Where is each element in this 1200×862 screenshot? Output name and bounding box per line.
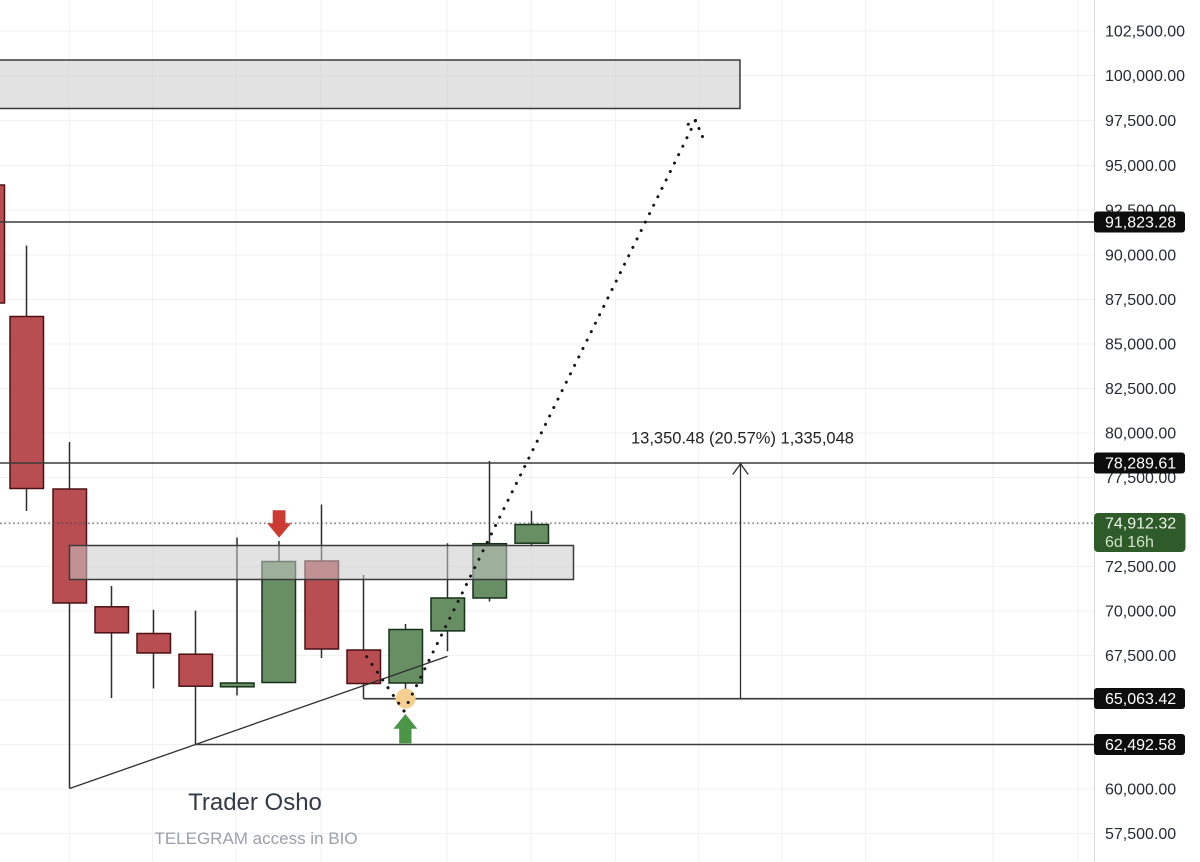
svg-text:62,492.58: 62,492.58 [1105, 737, 1176, 754]
svg-text:97,500.00: 97,500.00 [1105, 113, 1176, 130]
svg-text:TELEGRAM access in BIO: TELEGRAM access in BIO [154, 829, 357, 848]
svg-text:72,500.00: 72,500.00 [1105, 559, 1176, 576]
svg-text:77,500.00: 77,500.00 [1105, 470, 1176, 487]
svg-text:57,500.00: 57,500.00 [1105, 826, 1176, 843]
svg-text:100,000.00: 100,000.00 [1105, 68, 1185, 85]
svg-text:87,500.00: 87,500.00 [1105, 292, 1176, 309]
svg-text:80,000.00: 80,000.00 [1105, 426, 1176, 443]
svg-text:85,000.00: 85,000.00 [1105, 337, 1176, 354]
svg-text:74,912.32: 74,912.32 [1105, 516, 1176, 533]
svg-text:67,500.00: 67,500.00 [1105, 648, 1176, 665]
svg-text:70,000.00: 70,000.00 [1105, 604, 1176, 621]
svg-text:90,000.00: 90,000.00 [1105, 248, 1176, 265]
svg-text:95,000.00: 95,000.00 [1105, 158, 1176, 175]
svg-text:82,500.00: 82,500.00 [1105, 381, 1176, 398]
svg-text:Trader Osho: Trader Osho [188, 789, 322, 816]
svg-text:60,000.00: 60,000.00 [1105, 782, 1176, 799]
svg-text:91,823.28: 91,823.28 [1105, 215, 1176, 232]
svg-text:6d 16h: 6d 16h [1105, 534, 1154, 551]
svg-text:13,350.48 (20.57%) 1,335,048: 13,350.48 (20.57%) 1,335,048 [631, 430, 854, 448]
svg-text:65,063.42: 65,063.42 [1105, 691, 1176, 708]
svg-text:102,500.00: 102,500.00 [1105, 24, 1185, 41]
svg-text:78,289.61: 78,289.61 [1105, 456, 1176, 473]
